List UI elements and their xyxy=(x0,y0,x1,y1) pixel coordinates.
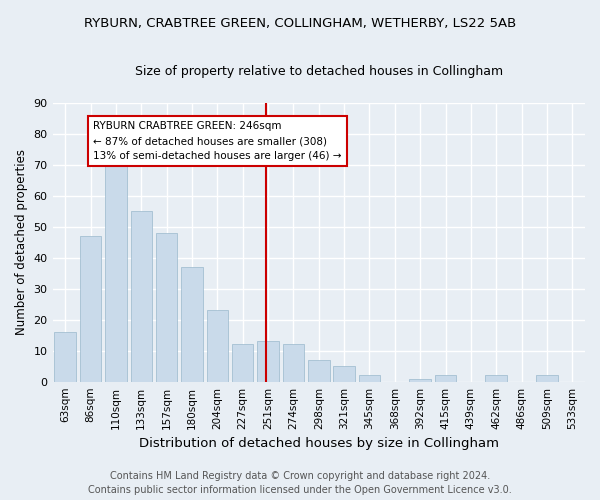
Bar xyxy=(156,233,178,382)
Bar xyxy=(283,344,304,382)
Text: RYBURN, CRABTREE GREEN, COLLINGHAM, WETHERBY, LS22 5AB: RYBURN, CRABTREE GREEN, COLLINGHAM, WETH… xyxy=(84,18,516,30)
Bar xyxy=(131,211,152,382)
Bar xyxy=(105,165,127,382)
Bar xyxy=(536,376,558,382)
Bar xyxy=(409,378,431,382)
Bar xyxy=(334,366,355,382)
Bar xyxy=(232,344,253,382)
Bar xyxy=(181,267,203,382)
Bar xyxy=(435,376,457,382)
Bar xyxy=(206,310,228,382)
Y-axis label: Number of detached properties: Number of detached properties xyxy=(15,149,28,335)
X-axis label: Distribution of detached houses by size in Collingham: Distribution of detached houses by size … xyxy=(139,437,499,450)
Bar xyxy=(80,236,101,382)
Text: RYBURN CRABTREE GREEN: 246sqm
← 87% of detached houses are smaller (308)
13% of : RYBURN CRABTREE GREEN: 246sqm ← 87% of d… xyxy=(93,122,341,161)
Bar xyxy=(308,360,329,382)
Title: Size of property relative to detached houses in Collingham: Size of property relative to detached ho… xyxy=(135,65,503,78)
Text: Contains HM Land Registry data © Crown copyright and database right 2024.
Contai: Contains HM Land Registry data © Crown c… xyxy=(88,471,512,495)
Bar xyxy=(257,342,279,382)
Bar xyxy=(485,376,507,382)
Bar xyxy=(55,332,76,382)
Bar xyxy=(359,376,380,382)
